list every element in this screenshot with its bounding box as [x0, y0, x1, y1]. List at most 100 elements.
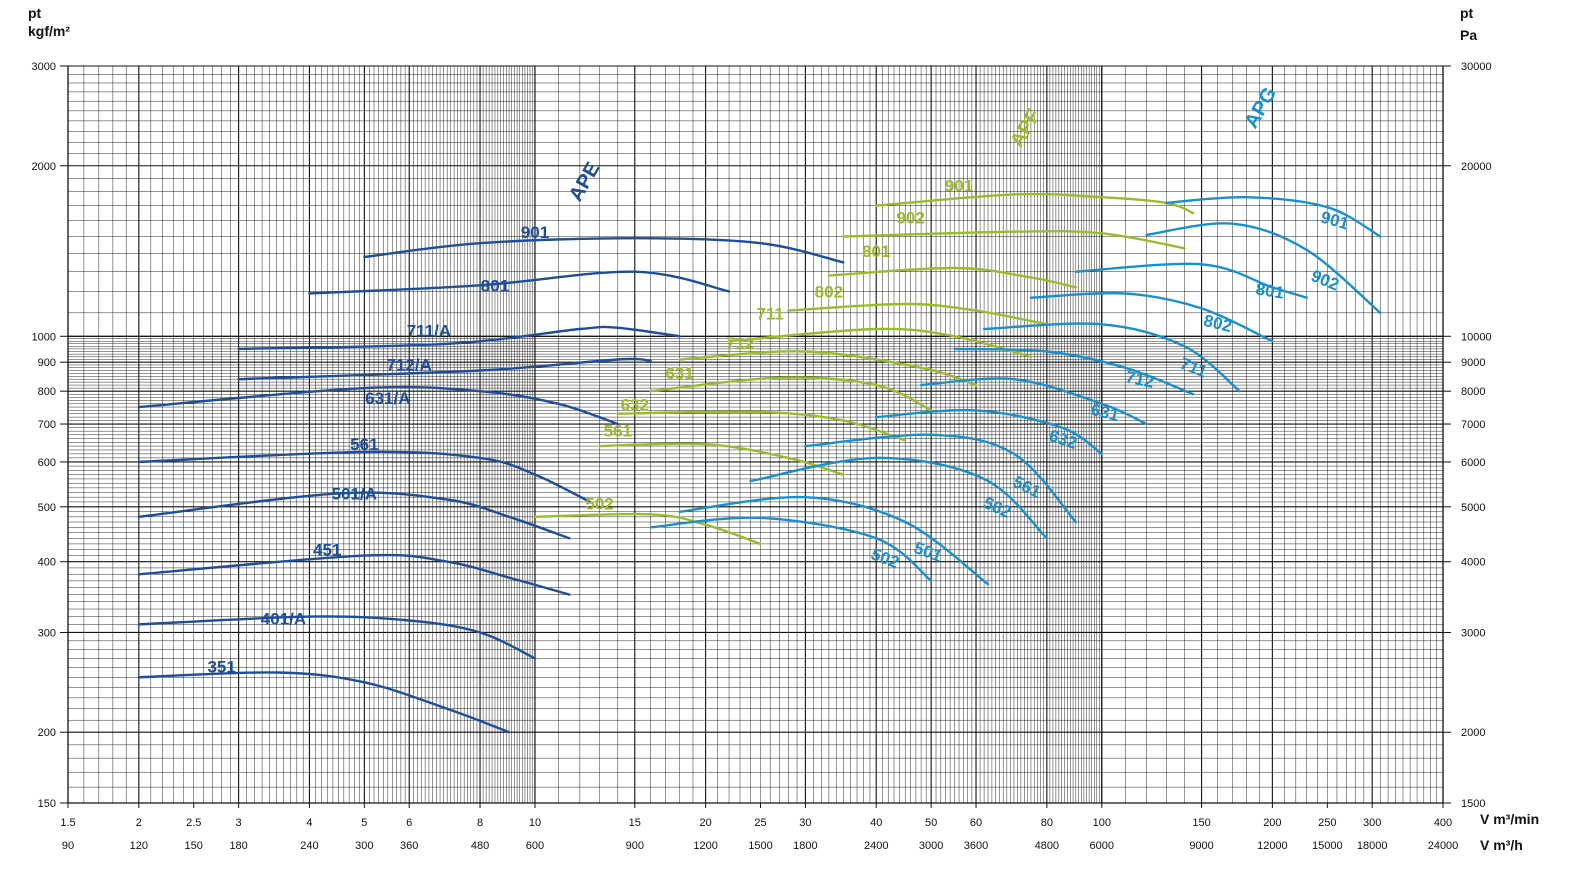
bottom-secondary-tick-label: 2400: [864, 840, 888, 852]
bottom-secondary-tick-label: 24000: [1428, 840, 1459, 852]
series-label-ape-561: 561: [350, 435, 378, 454]
family-label-apf: APF: [1006, 106, 1045, 152]
bottom-tick-label: 300: [1363, 817, 1381, 829]
series-line-ape-801: [308, 270, 731, 295]
left-tick-label: 1000: [32, 331, 56, 343]
series-line-apf-901: [875, 192, 1195, 215]
left-tick-label: 300: [38, 627, 56, 639]
bottom-secondary-tick-label: 150: [185, 840, 203, 852]
series-line-apg-711: [982, 322, 1241, 393]
bottom-tick-label: 25: [754, 817, 766, 829]
series-line-ape-712-a: [237, 357, 652, 381]
right-tick-label: 10000: [1461, 331, 1492, 343]
series-line-apf-801: [827, 266, 1077, 289]
left-tick-label: 200: [38, 727, 56, 739]
left-tick-label: 150: [38, 798, 56, 810]
series-label-apf-632: 632: [621, 395, 649, 414]
series-line-apg-501: [678, 495, 990, 586]
bottom-tick-label: 1.5: [60, 817, 75, 829]
bottom-secondary-tick-label: 1500: [748, 840, 772, 852]
series-label-ape-801: 801: [481, 276, 509, 295]
series-label-apg-801: 801: [1254, 279, 1285, 302]
bottom-secondary-tick-label: 6000: [1090, 840, 1114, 852]
series-line-ape-561: [137, 450, 592, 504]
bottom-secondary-tick-label: 4800: [1035, 840, 1059, 852]
series-line-ape-901: [363, 236, 845, 264]
series-line-ape-451: [137, 553, 571, 596]
left-tick-label: 500: [38, 502, 56, 514]
left-tick-label: 400: [38, 557, 56, 569]
series-label-ape-631-a: 631/A: [365, 389, 410, 408]
left-axis-title-line2: kgf/m²: [28, 23, 70, 39]
bottom-tick-label: 30: [799, 817, 811, 829]
series-label-apg-711: 711: [1177, 354, 1210, 382]
series-label-ape-351: 351: [207, 657, 235, 676]
right-tick-label: 8000: [1461, 386, 1485, 398]
right-tick-label: 6000: [1461, 457, 1485, 469]
series-line-apf-711: [727, 327, 1033, 358]
series-line-apg-502: [649, 516, 933, 583]
right-tick-label: 1500: [1461, 798, 1485, 810]
right-tick-label: 20000: [1461, 161, 1492, 173]
bottom-axis-title-secondary: V m³/h: [1480, 837, 1523, 853]
left-tick-label: 2000: [32, 161, 56, 173]
series-label-ape-712-a: 712/A: [387, 356, 432, 375]
series-line-apg-902: [1145, 222, 1382, 314]
series-line-apf-802: [787, 302, 1048, 326]
right-tick-label: 30000: [1461, 61, 1492, 73]
series-line-apg-801: [1074, 262, 1308, 299]
bottom-secondary-tick-label: 120: [130, 840, 148, 852]
series-lines: [137, 192, 1382, 734]
series-label-apf-901: 901: [945, 177, 973, 196]
grid: [67, 65, 1444, 804]
series-line-apg-802: [1029, 291, 1274, 343]
right-tick-label: 4000: [1461, 557, 1485, 569]
bottom-secondary-tick-label: 360: [400, 840, 418, 852]
bottom-tick-label: 5: [361, 817, 367, 829]
right-tick-label: 3000: [1461, 627, 1485, 639]
bottom-secondary-tick-label: 180: [229, 840, 247, 852]
bottom-secondary-tick-label: 3000: [919, 840, 943, 852]
bottom-secondary-tick-label: 480: [471, 840, 489, 852]
series-label-apf-801: 801: [862, 242, 890, 261]
left-tick-label: 700: [38, 419, 56, 431]
bottom-tick-label: 150: [1192, 817, 1210, 829]
series-label-ape-901: 901: [521, 223, 549, 242]
right-tick-label: 2000: [1461, 727, 1485, 739]
bottom-secondary-tick-label: 1800: [793, 840, 817, 852]
bottom-secondary-tick-label: 600: [526, 840, 544, 852]
series-line-apf-561: [598, 442, 845, 476]
bottom-tick-label: 6: [406, 817, 412, 829]
series-label-apf-802: 802: [815, 283, 843, 302]
left-tick-label: 3000: [32, 61, 56, 73]
bottom-secondary-tick-label: 1200: [693, 840, 717, 852]
series-line-apg-632: [875, 408, 1103, 456]
series-label-apf-712: 712: [726, 334, 754, 353]
bottom-secondary-tick-label: 9000: [1189, 840, 1213, 852]
series-label-ape-501-a: 501/A: [332, 485, 377, 504]
bottom-tick-label: 100: [1093, 817, 1111, 829]
series-line-apg-561: [804, 433, 1077, 524]
left-tick-label: 800: [38, 386, 56, 398]
series-line-apf-631: [649, 376, 933, 412]
series-line-ape-351: [137, 671, 511, 734]
bottom-tick-label: 40: [870, 817, 882, 829]
series-line-apg-562: [749, 456, 1048, 540]
series-line-ape-501-a: [137, 491, 571, 540]
bottom-axis-title-primary: V m³/min: [1480, 811, 1539, 827]
left-axis-title-line1: pt: [28, 5, 42, 21]
bottom-secondary-tick-label: 3600: [964, 840, 988, 852]
series-label-apf-711: 711: [756, 305, 783, 324]
bottom-secondary-tick-label: 15000: [1312, 840, 1343, 852]
bottom-tick-label: 2.5: [186, 817, 201, 829]
bottom-tick-label: 250: [1318, 817, 1336, 829]
series-line-apg-712: [953, 347, 1195, 396]
left-tick-label: 600: [38, 457, 56, 469]
series-label-apg-802: 802: [1202, 311, 1234, 336]
series-line-ape-711-a: [237, 325, 681, 351]
bottom-tick-label: 15: [629, 817, 641, 829]
bottom-tick-label: 20: [699, 817, 711, 829]
series-line-ape-401-a: [137, 615, 537, 660]
axes: 150 200 300 400 500 600 700 800 900 1000 2000 3000 1…: [28, 5, 1539, 853]
